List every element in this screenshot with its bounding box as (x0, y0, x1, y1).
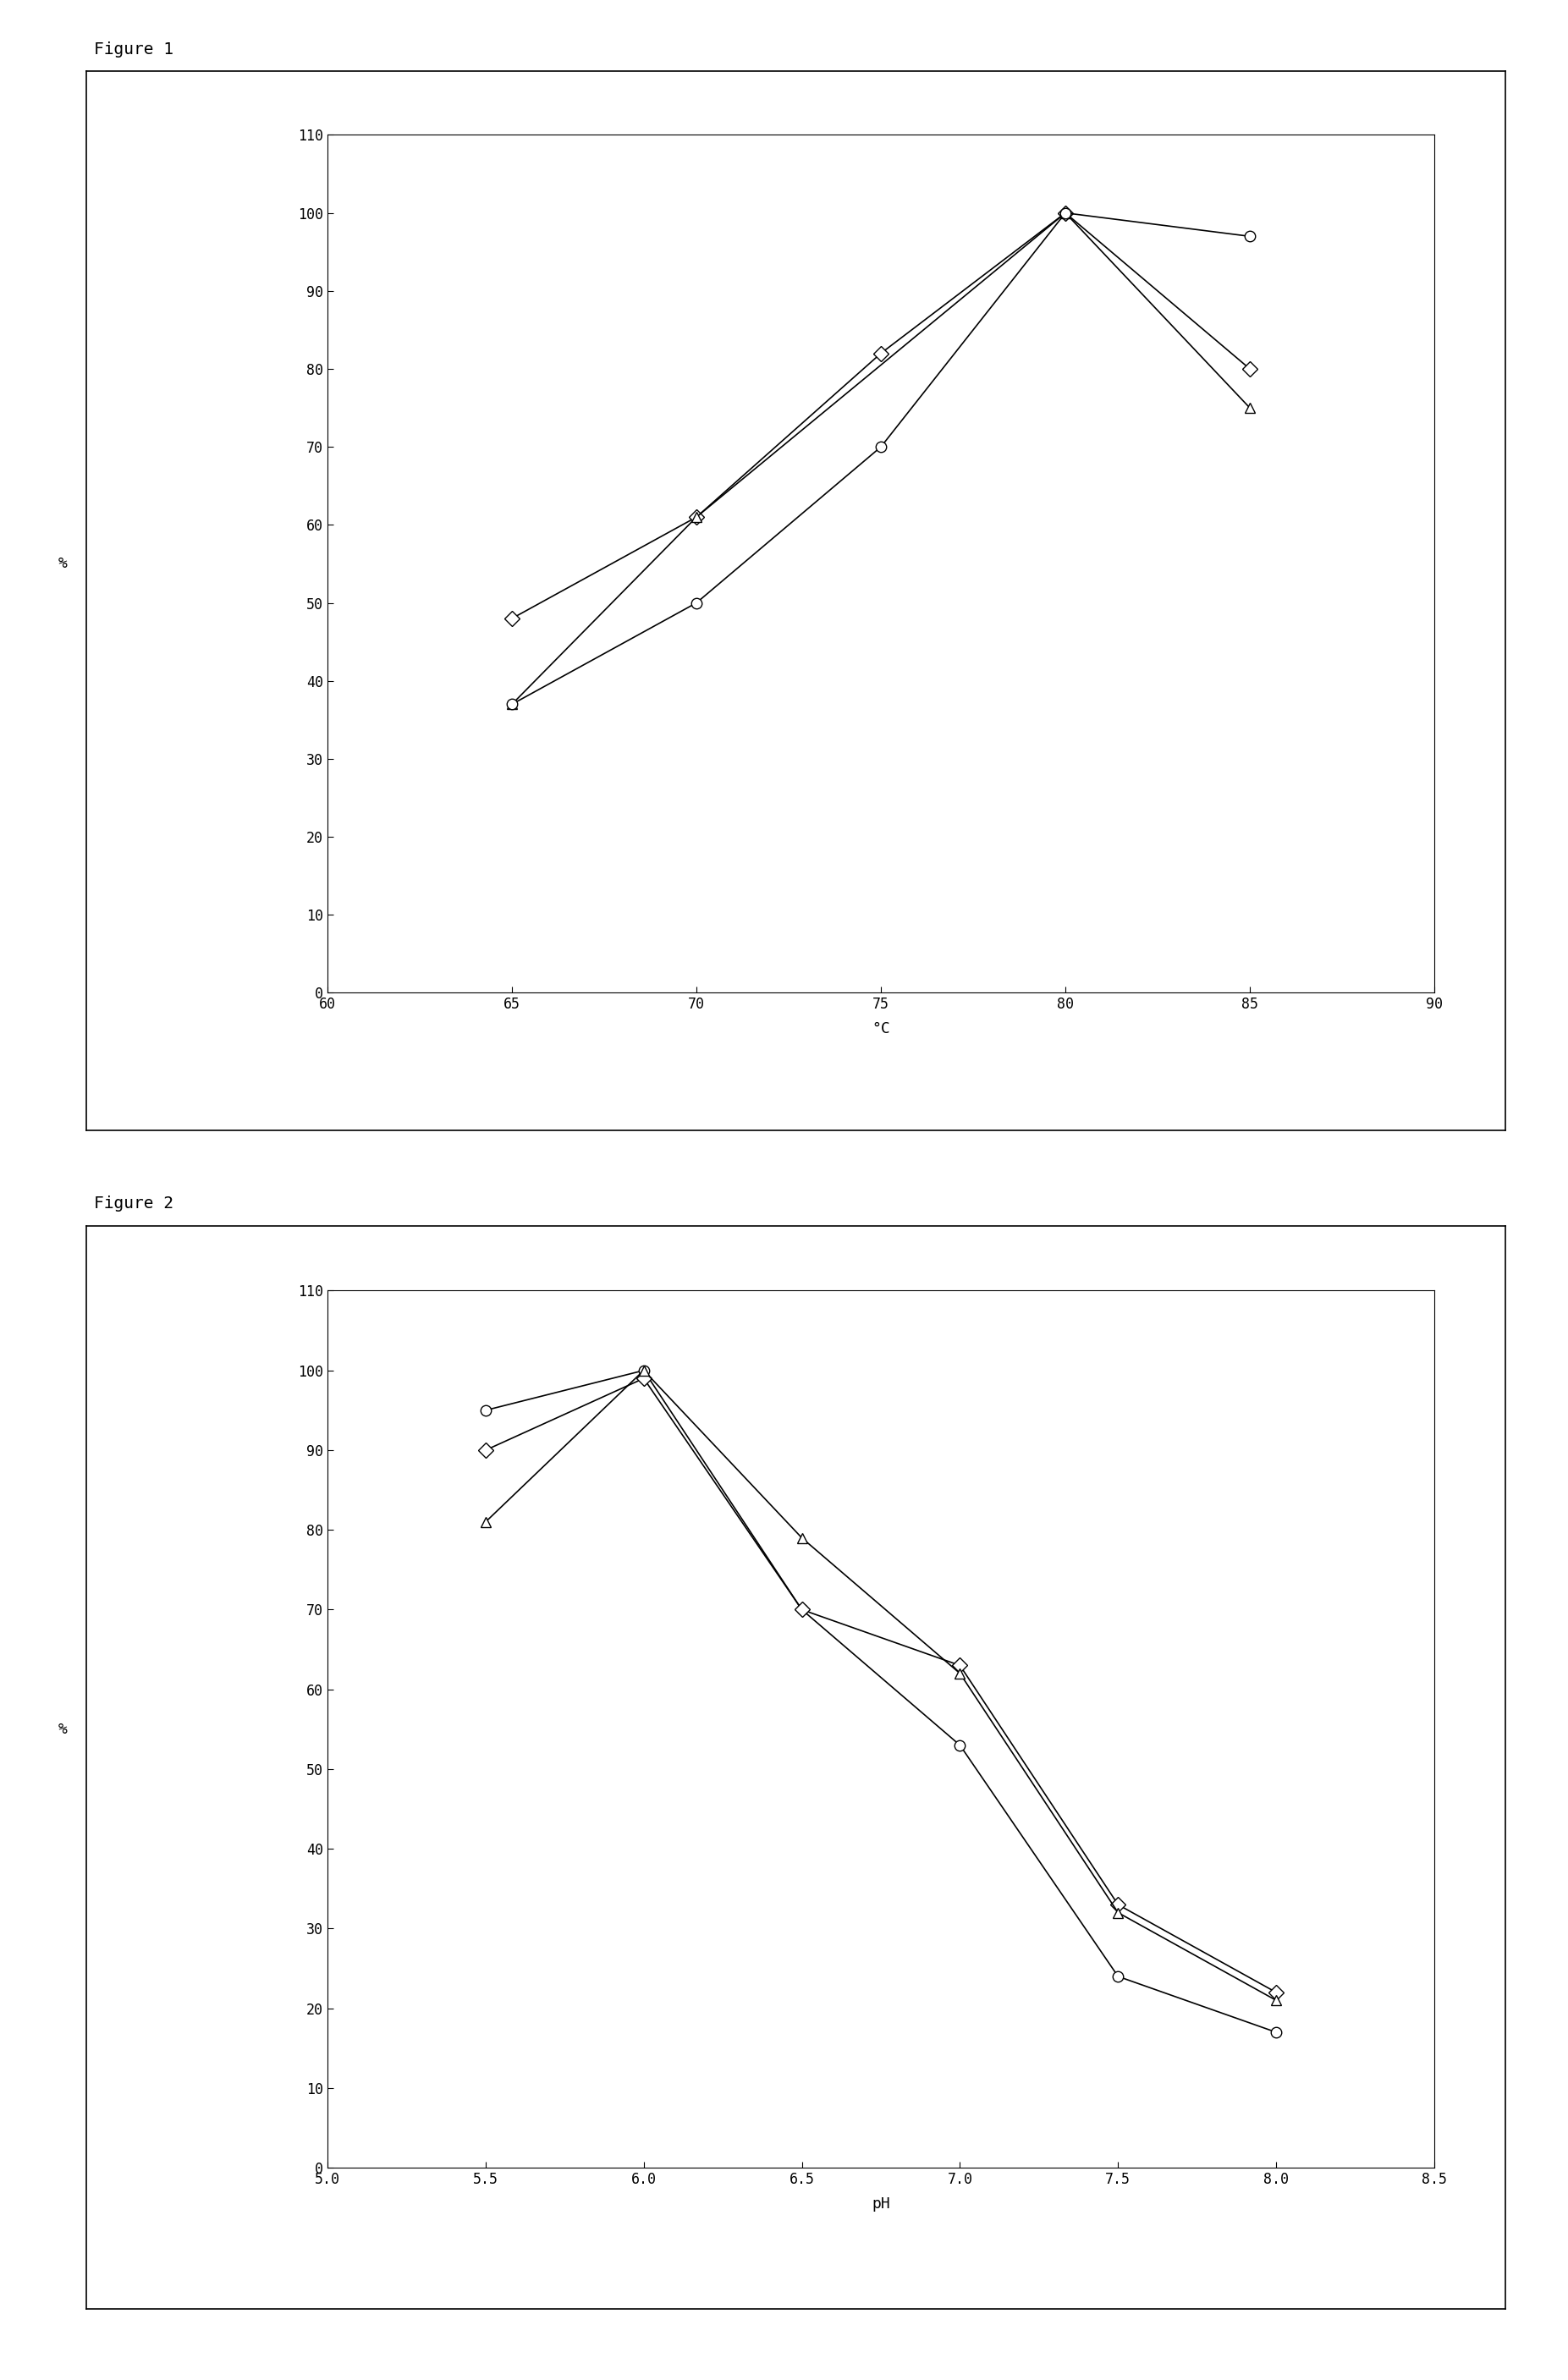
Text: %: % (58, 557, 67, 571)
X-axis label: °C: °C (872, 1021, 891, 1038)
Text: %: % (58, 1721, 67, 1737)
Text: Figure 1: Figure 1 (94, 40, 174, 57)
X-axis label: pH: pH (872, 2197, 891, 2211)
Text: Figure 2: Figure 2 (94, 1195, 174, 1211)
